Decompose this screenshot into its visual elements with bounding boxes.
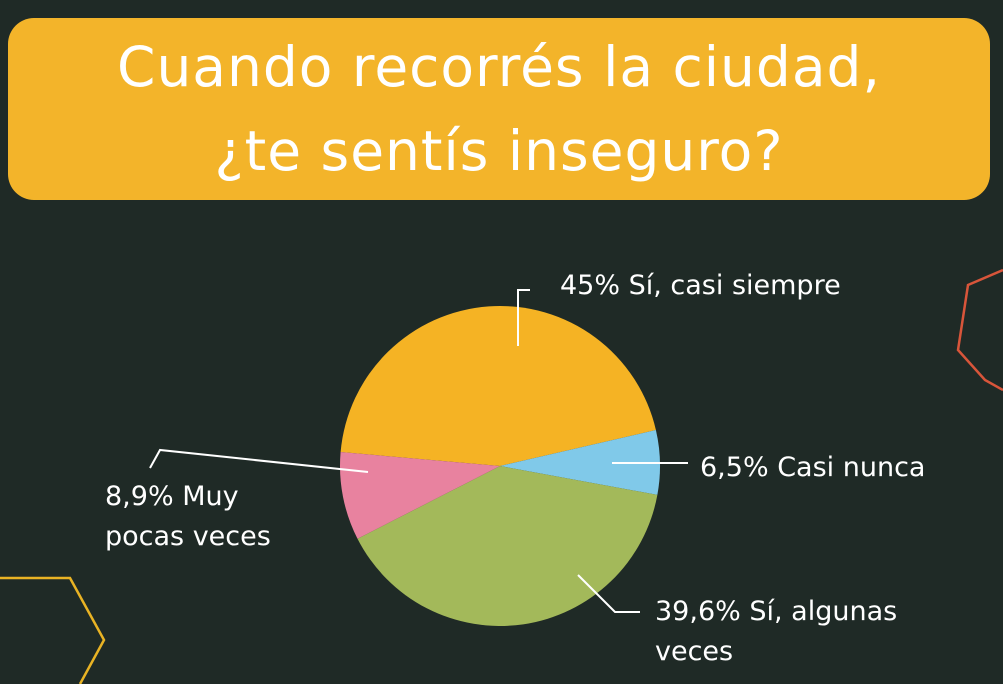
category-label: Muy pocas veces bbox=[105, 481, 271, 552]
leader-line bbox=[577, 574, 640, 613]
leaders bbox=[149, 289, 688, 613]
value-label: 45% bbox=[560, 270, 621, 301]
value-label: 6,5% bbox=[700, 452, 769, 483]
value-label: 39,6% bbox=[655, 596, 741, 627]
chart-title: Cuando recorrés la ciudad, ¿te sentís in… bbox=[117, 35, 881, 183]
slice-label: 45% Sí, casi siempre bbox=[560, 266, 841, 306]
leader-line bbox=[517, 289, 530, 346]
title-banner: Cuando recorrés la ciudad, ¿te sentís in… bbox=[8, 18, 990, 200]
value-label: 8,9% bbox=[105, 481, 174, 512]
decor-hexagon bbox=[956, 268, 1003, 392]
pie-slice bbox=[500, 430, 661, 495]
pie bbox=[340, 305, 661, 626]
category-label: Sí, casi siempre bbox=[628, 270, 841, 301]
category-label: Sí, algunas veces bbox=[655, 596, 898, 667]
decor-hexagon bbox=[0, 576, 106, 684]
pie-slice bbox=[357, 466, 658, 626]
category-label: Casi nunca bbox=[777, 452, 926, 483]
leader-line bbox=[149, 448, 369, 473]
pie-slice bbox=[340, 452, 500, 539]
slice-label: 39,6% Sí, algunas veces bbox=[655, 592, 975, 672]
slice-label: 6,5% Casi nunca bbox=[700, 448, 925, 488]
slice-label: 8,9% Muy pocas veces bbox=[105, 477, 320, 557]
pie-slice bbox=[340, 305, 656, 466]
